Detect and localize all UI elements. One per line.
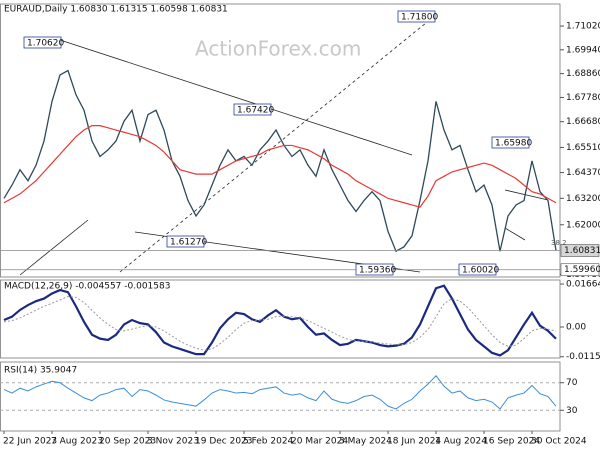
annotation-box — [491, 136, 530, 149]
series-line — [3, 125, 557, 208]
annotation-label: 1.60020 — [462, 266, 499, 276]
annotation-box — [355, 263, 394, 276]
y-tick-label: 1.67780 — [566, 93, 600, 103]
series-line — [3, 296, 557, 351]
x-tick-label: 1 Aug 2024 — [435, 437, 487, 447]
price-label: 1.60831 — [564, 246, 600, 256]
annotation-box — [397, 10, 436, 23]
annotation-label: 1.61270 — [170, 238, 207, 248]
price-label-box — [560, 263, 600, 277]
price-label: 1.59960 — [564, 265, 600, 275]
x-tick-label: 22 Jun 2023 — [3, 437, 57, 447]
chart-title: EURAUD,Daily 1.60830 1.61315 1.60598 1.6… — [4, 5, 228, 15]
annotation-label: 1.59360 — [359, 266, 396, 276]
y-tick-label: 1.71020 — [566, 22, 600, 32]
annotation-box — [233, 103, 272, 116]
trend-line — [119, 17, 433, 273]
watermark: ActionForex.com — [195, 37, 361, 61]
annotation-box — [23, 36, 62, 49]
rsi-title: RSI(14) 35.9047 — [4, 366, 77, 376]
pane-border — [0, 3, 561, 278]
trend-line — [504, 227, 526, 241]
x-tick-label: 19 Dec 2023 — [195, 437, 253, 447]
y-tick-label: 30 — [566, 406, 578, 416]
y-tick-label: 1.63200 — [566, 194, 600, 204]
annotation-label: 1.71800 — [401, 13, 438, 23]
y-tick-label: -0.011515 — [566, 352, 600, 362]
annotation-label: 1.65980 — [495, 139, 532, 149]
y-tick-label: 0.01664 — [566, 280, 600, 290]
series-line — [3, 284, 557, 357]
trend-line — [504, 189, 549, 201]
series-line — [3, 69, 557, 253]
y-tick-label: 1.64370 — [566, 168, 600, 178]
price-label-box — [560, 244, 600, 257]
y-tick-label: 1.68860 — [566, 69, 600, 79]
macd-title: MACD(12,26,9) -0.004557 -0.001583 — [4, 282, 170, 292]
y-tick-label: 0.00 — [566, 323, 586, 333]
y-tick-label: 70 — [566, 378, 578, 388]
pane-border — [0, 361, 561, 432]
x-tick-label: 30 Oct 2024 — [531, 437, 587, 447]
fib-label: 38.2 — [551, 239, 567, 247]
trend-line — [59, 39, 413, 156]
x-tick-label: 16 Sep 2024 — [483, 437, 540, 447]
pane-border — [0, 279, 561, 359]
x-tick-label: 18 Jun 2024 — [387, 437, 441, 447]
series-line — [3, 375, 557, 410]
y-tick-label: 1.69940 — [566, 45, 600, 55]
x-tick-label: 3 Nov 2023 — [147, 437, 199, 447]
annotation-label: 1.67420 — [237, 106, 274, 116]
x-tick-label: 20 Mar 2024 — [291, 437, 348, 447]
x-tick-label: 3 May 2024 — [339, 437, 392, 447]
y-tick-label: 1.65510 — [566, 143, 600, 153]
annotation-box — [458, 263, 497, 276]
x-tick-label: 5 Feb 2024 — [243, 437, 294, 447]
x-tick-label: 7 Aug 2023 — [51, 437, 103, 447]
y-tick-label: 1.66680 — [566, 117, 600, 127]
annotation-box — [166, 235, 205, 248]
trend-line — [19, 219, 89, 276]
y-tick-label: 1.62000 — [566, 220, 600, 230]
annotation-label: 1.70620 — [27, 39, 64, 49]
x-tick-label: 20 Sep 2023 — [99, 437, 156, 447]
